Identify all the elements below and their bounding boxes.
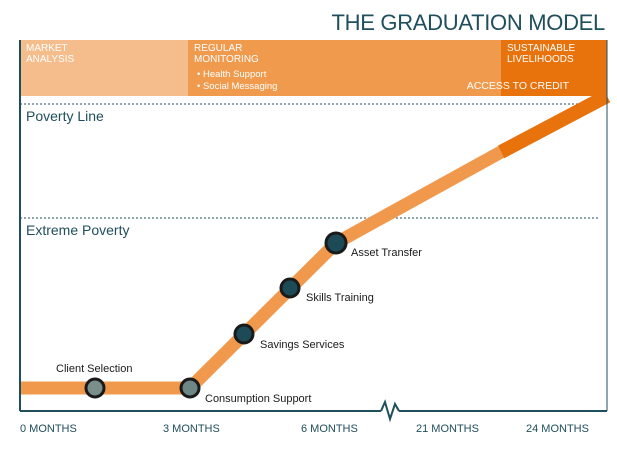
label-asset-transfer: Asset Transfer bbox=[351, 247, 422, 259]
label-savings-services: Savings Services bbox=[260, 339, 345, 351]
node-skills-training bbox=[279, 277, 301, 299]
node-savings-services bbox=[233, 323, 255, 345]
x-label-3-months: 3 MONTHS bbox=[163, 423, 220, 435]
band-regular-bullets: • Health Support • Social Messaging bbox=[197, 69, 277, 93]
label-skills-training: Skills Training bbox=[306, 292, 374, 304]
band-market-line2: ANALYSIS bbox=[26, 54, 75, 65]
access-to-credit-label: ACCESS TO CREDIT bbox=[466, 80, 569, 92]
band-sustainable-line2: LIVELIHOODS bbox=[507, 54, 574, 65]
axis-break-icon bbox=[380, 399, 400, 423]
diagram-title: THE GRADUATION MODEL bbox=[331, 10, 605, 35]
label-consumption-support: Consumption Support bbox=[205, 393, 312, 405]
x-label-0-months: 0 MONTHS bbox=[20, 423, 77, 435]
band-regular-monitoring: REGULAR MONITORING • Health Support • So… bbox=[188, 40, 501, 96]
node-asset-transfer bbox=[324, 231, 348, 255]
band-market-analysis: MARKET ANALYSIS bbox=[20, 40, 188, 96]
label-client-selection: Client Selection bbox=[56, 363, 133, 375]
poverty-line-label: Poverty Line bbox=[26, 108, 104, 124]
x-label-6-months: 6 MONTHS bbox=[301, 423, 358, 435]
graduation-path-final bbox=[497, 89, 611, 159]
band-market-line1: MARKET bbox=[26, 43, 68, 54]
x-label-24-months: 24 MONTHS bbox=[526, 423, 589, 435]
extreme-poverty-label: Extreme Poverty bbox=[26, 222, 130, 238]
band-regular-line1: REGULAR bbox=[194, 43, 243, 54]
bullet-social-messaging: • Social Messaging bbox=[197, 81, 278, 92]
band-sustainable-line1: SUSTAINABLE bbox=[507, 43, 576, 54]
node-consumption-support bbox=[179, 377, 201, 399]
node-client-selection bbox=[84, 377, 106, 399]
x-label-21-months: 21 MONTHS bbox=[416, 423, 479, 435]
band-sustainable-livelihoods: SUSTAINABLE LIVELIHOODS bbox=[501, 40, 607, 96]
bullet-health-support: • Health Support bbox=[197, 69, 267, 80]
graduation-path bbox=[20, 146, 505, 395]
band-regular-line2: MONITORING bbox=[194, 54, 259, 65]
